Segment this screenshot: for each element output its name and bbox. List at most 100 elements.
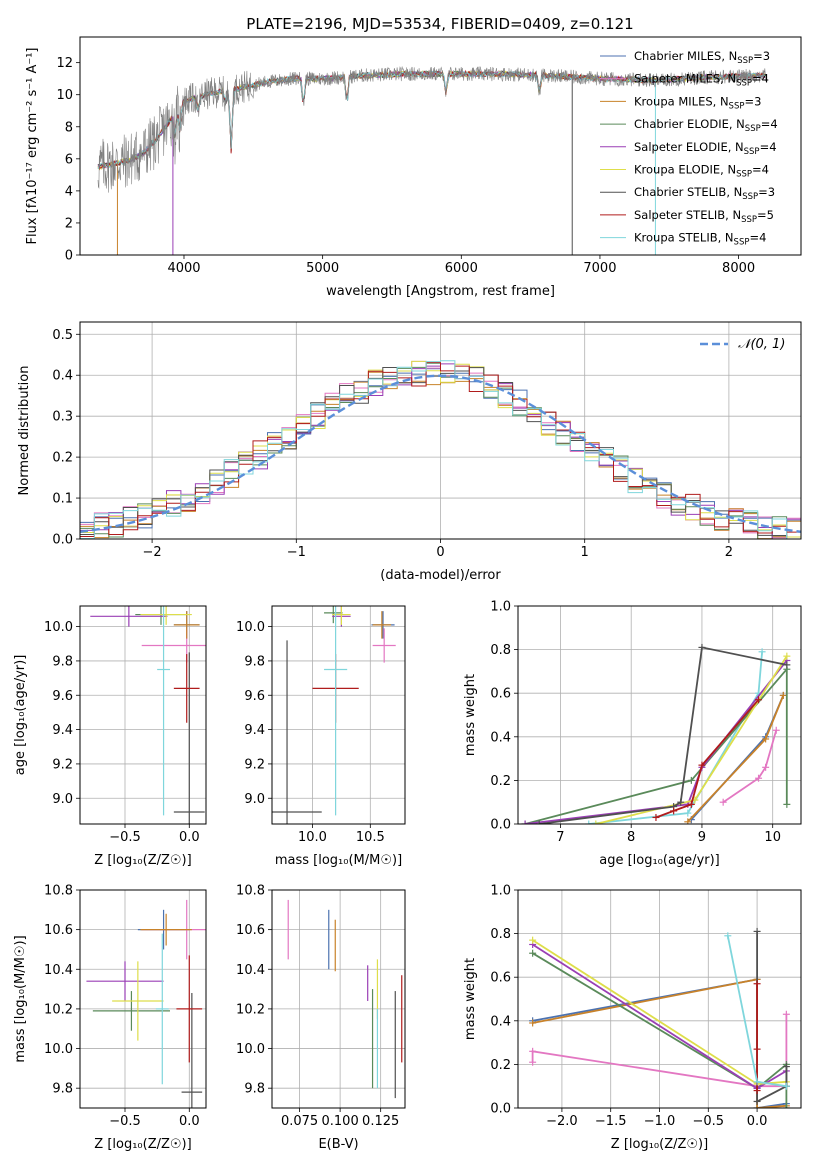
- mass-weight-vs-age-marker-salpeter-stelib: [652, 813, 660, 821]
- legend-label-salpeter-stelib: Salpeter STELIB, NSSP=5: [634, 208, 774, 225]
- point-kroupa-miles: [372, 611, 392, 639]
- mass-weight-vs-age-marker-salpeter-elodie: [521, 820, 529, 824]
- mass-weight-vs-age-line-kroupa-stelib: [588, 651, 763, 824]
- age-vs-Z-ylabel: age [log₁₀(age/yr)]: [13, 655, 28, 776]
- mass-vs-EBV-ytick-label: 10.6: [236, 923, 265, 938]
- age-vs-mass-panel: 10.0 10.5 9.0 9.2 9.4 9.6 9.8 10.0 mass [log₁₀(M…: [236, 605, 406, 868]
- mass-weight-vs-Z-marker-chabrier-stelib: [753, 927, 761, 935]
- mass-weight-vs-Z-panel: −2.0 −1.5 −1.0 −0.5 0.0 0.0 0.2 0.4 0.6 0.8 1.0 Z […: [463, 884, 802, 1152]
- legend-label-gaussian: 𝒩(0, 1): [738, 337, 785, 352]
- figure-title: PLATE=2196, MJD=53534, FIBERID=0409, z=0…: [246, 15, 633, 33]
- age-vs-Z-xlabel: Z [log₁₀(Z/Z☉)]: [94, 853, 191, 868]
- mass-vs-Z-ytick-label: 10.8: [44, 884, 73, 899]
- mass-weight-vs-Z-marker-chabrier-elodie: [782, 1104, 790, 1108]
- spectrum-ytick-label: 2: [65, 216, 73, 231]
- point-chabrier-elodie: [92, 991, 170, 1031]
- mass-weight-vs-Z-marker-chabrier-stelib: [782, 1063, 790, 1071]
- point-kroupa-elodie: [332, 606, 351, 625]
- mass-weight-vs-Z-marker-salpeter-miles: [529, 1047, 537, 1055]
- residuals-ytick-label: 0.5: [52, 328, 73, 343]
- mass-weight-vs-age-marker-salpeter-stelib: [755, 696, 763, 704]
- mass-vs-EBV-panel: 0.075 0.100 0.125 9.8 10.0 10.2 10.4 10.6 10.8 E(…: [236, 884, 406, 1152]
- residuals-ytick-label: 0.2: [52, 451, 73, 466]
- mass-vs-EBV-xlabel: E(B-V): [318, 1137, 358, 1152]
- mass-weight-vs-Z-xlabel: Z [log₁₀(Z/Z☉)]: [611, 1137, 708, 1152]
- age-vs-mass-xtick-label: 10.0: [298, 830, 327, 845]
- mass-weight-vs-age-line-salpeter-miles: [722, 730, 778, 803]
- legend-label-kroupa-stelib: Kroupa STELIB, NSSP=4: [634, 231, 766, 248]
- mass-vs-EBV-ytick-label: 10.0: [236, 1042, 265, 1057]
- mass-weight-vs-age-marker-kroupa-miles: [779, 691, 787, 699]
- mass-weight-vs-Z-xtick-label: 0.0: [747, 1114, 768, 1129]
- mass-vs-Z-ylabel: mass [log₁₀(M/M☉)]: [13, 935, 28, 1062]
- mass-weight-vs-Z-marker-salpeter-stelib: [753, 1045, 761, 1053]
- residuals-ytick-label: 0.3: [52, 410, 73, 425]
- point-kroupa-miles: [140, 913, 192, 946]
- mass-vs-EBV-frame: [271, 889, 406, 1109]
- age-vs-Z-xtick-label: 0.0: [179, 830, 200, 845]
- mass-vs-Z-xlabel: Z [log₁₀(Z/Z☉)]: [94, 1137, 191, 1152]
- residuals-xlabel: (data-model)/error: [380, 568, 501, 583]
- mass-weight-vs-Z-marker-kroupa-stelib: [724, 932, 732, 940]
- age-vs-Z-ytick-label: 9.8: [52, 654, 73, 669]
- residuals-xtick-label: 0: [436, 545, 444, 560]
- mass-weight-vs-Z-marker-chabrier-stelib: [753, 1097, 761, 1105]
- mass-weight-vs-age-plot-area: [518, 606, 801, 824]
- age-vs-mass-ytick-label: 10.0: [236, 620, 265, 635]
- mass-weight-vs-age-marker-salpeter-stelib: [670, 807, 678, 815]
- legend-label-chabrier-stelib: Chabrier STELIB, NSSP=3: [634, 185, 775, 202]
- mass-weight-vs-Z-marker-salpeter-stelib: [753, 1087, 761, 1095]
- mass-weight-vs-age-marker-chabrier-elodie: [687, 776, 695, 784]
- mass-weight-vs-age-xlabel: age [log₁₀(age/yr)]: [599, 853, 720, 868]
- residuals-ytick-label: 0.1: [52, 492, 73, 507]
- age-vs-mass-ytick-label: 9.6: [244, 689, 265, 704]
- mass-weight-vs-age-xtick-label: 7: [556, 830, 564, 845]
- mass-weight-vs-age-marker-chabrier-stelib: [783, 661, 791, 669]
- mass-weight-vs-age-ytick-label: 0.0: [490, 818, 511, 833]
- residual-hist-salpeter-stelib: [80, 361, 801, 537]
- mass-weight-vs-age-marker-kroupa-stelib: [684, 809, 692, 817]
- mass-weight-vs-Z-ytick-label: 0.4: [490, 1014, 511, 1029]
- spectrum-legend: Chabrier MILES, NSSP=3 Salpeter MILES, NS…: [600, 49, 778, 248]
- residuals-xtick-label: 1: [581, 545, 589, 560]
- legend-label-chabrier-miles: Chabrier MILES, NSSP=3: [634, 49, 770, 66]
- mass-weight-vs-age-panel: 7 8 9 10 0.0 0.2 0.4 0.6 0.8 1.0 age [log₁₀(age/yr…: [463, 600, 802, 868]
- spectrum-ylabel: Flux [fλ10⁻¹⁷ erg cm⁻² s⁻¹ A⁻¹]: [25, 48, 40, 245]
- age-vs-mass-frame: [271, 605, 406, 825]
- mass-weight-vs-Z-marker-salpeter-miles: [529, 1058, 537, 1066]
- point-kroupa-elodie: [140, 606, 192, 625]
- mass-weight-vs-age-ytick-label: 1.0: [490, 600, 511, 615]
- spectrum-ytick-label: 12: [56, 56, 73, 71]
- age-vs-mass-ytick-label: 9.8: [244, 654, 265, 669]
- mass-weight-vs-age-marker-kroupa-elodie: [592, 820, 600, 824]
- mass-weight-vs-Z-marker-salpeter-miles: [782, 1010, 790, 1018]
- point-kroupa-miles: [173, 611, 200, 639]
- mass-weight-vs-Z-marker-chabrier-elodie: [529, 949, 537, 957]
- mass-weight-vs-age-marker-salpeter-miles: [762, 763, 770, 771]
- mass-vs-Z-xtick-label: 0.0: [179, 1114, 200, 1129]
- mass-vs-EBV-ytick-label: 10.8: [236, 884, 265, 899]
- residuals-ytick-label: 0.0: [52, 533, 73, 548]
- residuals-ytick-label: 0.4: [52, 369, 73, 384]
- mass-weight-vs-age-marker-chabrier-stelib: [698, 643, 706, 651]
- mass-weight-vs-age-xtick-label: 8: [627, 830, 635, 845]
- legend-label-chabrier-elodie: Chabrier ELODIE, NSSP=4: [634, 117, 778, 134]
- spectrum-xlabel: wavelength [Angstrom, rest frame]: [326, 284, 555, 299]
- spectrum-xtick-label: 6000: [445, 261, 478, 276]
- point-salpeter-stelib: [173, 654, 200, 723]
- age-vs-Z-frame: [79, 605, 207, 825]
- residuals-xtick-label: −2: [143, 545, 162, 560]
- mass-weight-vs-age-marker-kroupa-miles: [684, 818, 692, 824]
- mass-weight-vs-age-ytick-label: 0.8: [490, 643, 511, 658]
- spectrum-frame: [79, 36, 802, 256]
- age-vs-Z-ytick-label: 9.6: [52, 689, 73, 704]
- mass-weight-vs-Z-ytick-label: 1.0: [490, 884, 511, 899]
- mass-weight-vs-Z-frame: [517, 889, 802, 1109]
- spectrum-ytick-label: 8: [65, 120, 73, 135]
- residuals-ylabel: Normed distribution: [17, 366, 32, 496]
- mass-weight-vs-age-ytick-label: 0.4: [490, 730, 511, 745]
- spectrum-ytick-label: 6: [65, 152, 73, 167]
- spectrum-data: [97, 65, 767, 193]
- spectrum-xtick-label: 7000: [583, 261, 616, 276]
